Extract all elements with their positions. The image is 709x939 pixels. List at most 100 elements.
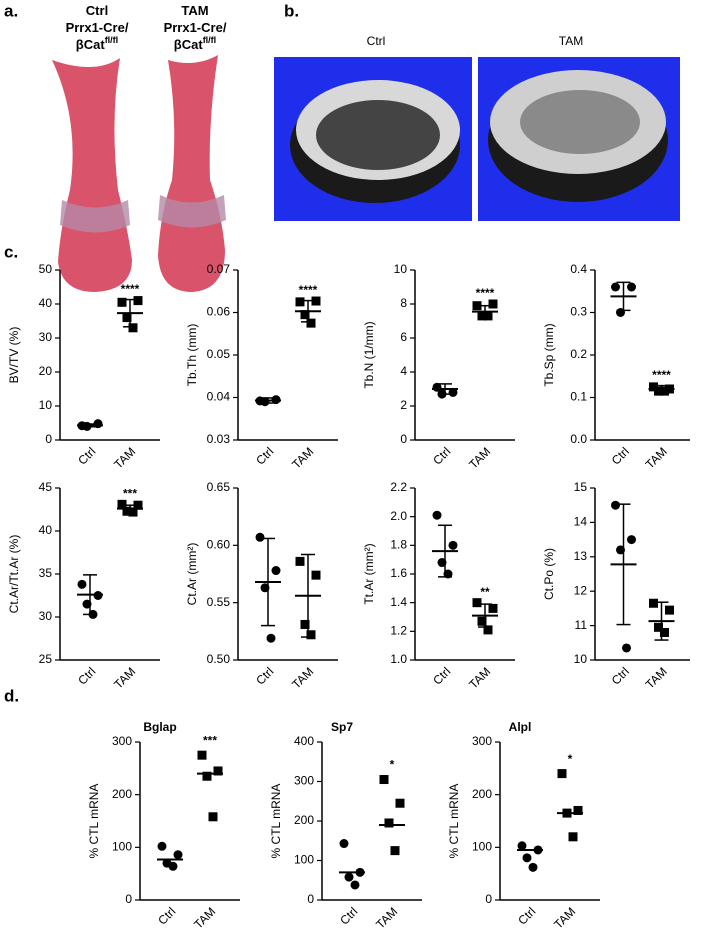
data-point [122,506,132,516]
x-tick-label: TAM [466,664,493,691]
data-point [488,299,498,309]
data-point [117,499,127,509]
x-tick-label: TAM [466,444,493,471]
panel-label: a. [4,1,18,20]
data-point [133,296,143,306]
y-tick-label: 12 [574,583,588,597]
trabecular [520,90,640,154]
y-axis-label: % CTL mRNA [87,784,101,859]
data-point [295,297,305,307]
x-tick-label: TAM [643,664,670,691]
significance: **** [121,282,140,296]
y-tick-label: 13 [574,549,588,563]
y-tick-label: 8 [400,296,407,310]
panel-label: b. [284,1,299,20]
y-tick-label: 200 [112,787,132,801]
y-tick-label: 10 [394,262,408,276]
y-axis-label: BV/TV (%) [7,327,21,384]
y-tick-label: 14 [574,515,588,529]
allele: βCat [76,37,106,52]
histology-label: TAM [181,3,208,18]
histology-label: Ctrl [86,3,108,18]
data-point [654,622,663,632]
data-point [522,853,532,863]
panel-label: c. [4,242,18,261]
data-point [311,570,321,580]
y-tick-label: 10 [39,398,53,412]
significance: *** [123,487,137,501]
data-point [295,556,305,566]
y-tick-label: 0.06 [207,305,231,319]
y-axis-label: Ct.Ar/Tt.Ar (%) [7,535,21,614]
y-tick-label: 30 [39,609,53,623]
data-point [395,798,405,808]
x-tick-label: Ctrl [253,664,276,687]
y-tick-label: 10 [574,652,588,666]
data-point [477,311,487,321]
chart-title: Alpl [509,720,532,734]
data-point [344,872,354,882]
y-tick-label: 40 [39,523,53,537]
group: Ctrl [86,3,108,18]
y-tick-label: 6 [400,330,407,344]
y-tick-label: 2.0 [390,509,407,523]
data-point [477,616,487,626]
y-tick-label: 100 [294,853,314,867]
data-point [271,566,281,576]
histology-image [52,58,132,292]
data-point [390,846,400,856]
data-point [379,775,389,785]
panel-label: d. [4,686,19,705]
y-axis-label: Ct.Ar (mm²) [185,543,199,606]
y-tick-label: 0.50 [207,652,231,666]
y-tick-label: 30 [39,330,53,344]
data-point [483,625,493,635]
y-axis-label: % CTL mRNA [269,784,283,859]
y-tick-label: 0.04 [207,390,231,404]
data-point [77,579,87,589]
y-tick-label: 2.2 [390,480,407,494]
y-tick-label: 25 [39,652,53,666]
data-point [660,386,669,396]
y-tick-label: 100 [472,840,492,854]
x-tick-label: TAM [373,904,400,931]
data-point [133,500,143,510]
y-tick-label: 1.2 [390,624,407,638]
data-point [122,313,132,323]
data-point [611,282,620,292]
y-tick-label: 40 [39,296,53,310]
y-tick-label: 15 [574,480,588,494]
y-tick-label: 0.3 [570,305,587,319]
data-point [472,598,482,608]
data-point [627,535,636,545]
data-point [311,296,321,306]
y-tick-label: 1.6 [390,566,407,580]
group: TAM [181,3,208,18]
y-tick-label: 1.4 [390,595,407,609]
data-point [611,500,620,510]
data-point [306,318,316,328]
x-tick-label: Ctrl [430,444,453,467]
y-tick-label: 11 [575,618,588,632]
y-axis-label: Tt.Ar (mm²) [362,543,376,604]
y-axis-label: Tb.Sp (mm) [542,323,556,386]
data-point [350,880,360,890]
data-point [517,841,527,851]
y-tick-label: 0.4 [570,262,587,276]
x-tick-label: TAM [111,444,138,471]
y-tick-label: 0 [400,432,407,446]
x-tick-label: TAM [289,664,316,691]
y-tick-label: 300 [472,734,492,748]
histology-label: βCatfl/fl [76,35,118,52]
y-tick-label: 100 [112,840,132,854]
data-point [117,297,127,307]
y-tick-label: 45 [39,480,53,494]
data-point [255,532,265,542]
data-point [339,839,349,849]
data-point [432,510,442,520]
histology-label: Prrx1-Cre/ [164,20,227,35]
y-tick-label: 300 [294,774,314,788]
data-point [202,771,212,781]
growth-plate [158,195,226,228]
x-tick-label: Ctrl [75,664,98,687]
